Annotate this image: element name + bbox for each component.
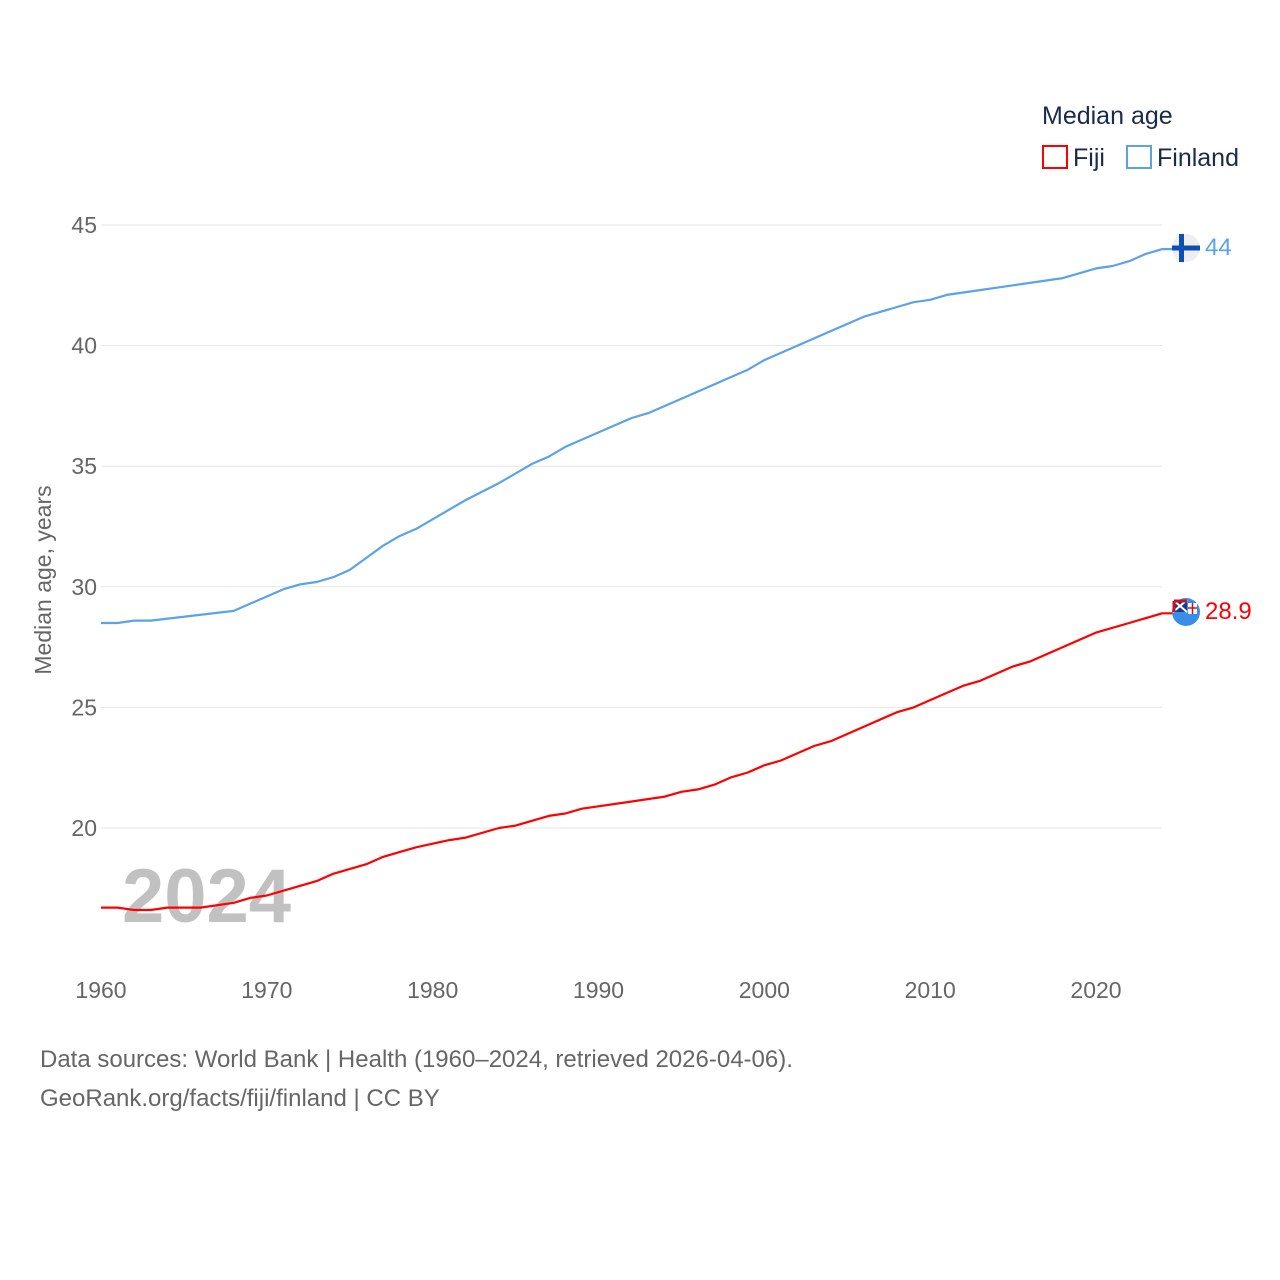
gridlines	[101, 224, 1162, 829]
fiji-end-label: 28.9	[1205, 598, 1252, 625]
finland-flag-icon	[1172, 234, 1200, 262]
y-axis: 20 25 30 35 40 45	[71, 212, 97, 841]
x-axis: 1960 1970 1980 1990 2000 2010 2020	[75, 977, 1121, 1003]
finland-end-label: 44	[1205, 234, 1232, 261]
legend-swatch-fiji[interactable]	[1042, 145, 1068, 169]
x-tick-label: 1970	[241, 977, 292, 1003]
x-tick-label: 1980	[407, 977, 458, 1003]
y-tick-label: 30	[71, 574, 97, 600]
y-tick-label: 45	[71, 212, 97, 238]
attribution-link[interactable]: GeoRank.org/facts/fiji/finland | CC BY	[40, 1085, 440, 1112]
x-tick-label: 2010	[905, 977, 956, 1003]
y-axis-label: Median age, years	[30, 485, 56, 674]
series-line-fiji	[101, 612, 1175, 912]
legend: Median age Fiji Finland	[1042, 102, 1239, 172]
data-source-text: Data sources: World Bank | Health (1960–…	[40, 1046, 793, 1073]
y-tick-label: 25	[71, 694, 97, 720]
legend-title: Median age	[1042, 102, 1173, 130]
x-tick-label: 1960	[75, 977, 126, 1003]
x-tick-label: 2020	[1070, 977, 1121, 1003]
legend-swatch-finland[interactable]	[1126, 145, 1152, 169]
y-tick-label: 40	[71, 333, 97, 359]
legend-label-finland[interactable]: Finland	[1157, 144, 1239, 172]
y-tick-label: 35	[71, 453, 97, 479]
series-lines	[101, 248, 1175, 912]
series-line-finland	[101, 248, 1175, 625]
fiji-flag-icon	[1172, 598, 1200, 626]
y-tick-label: 20	[71, 815, 97, 841]
legend-label-fiji[interactable]: Fiji	[1073, 144, 1105, 172]
x-tick-label: 2000	[739, 977, 790, 1003]
x-tick-label: 1990	[573, 977, 624, 1003]
